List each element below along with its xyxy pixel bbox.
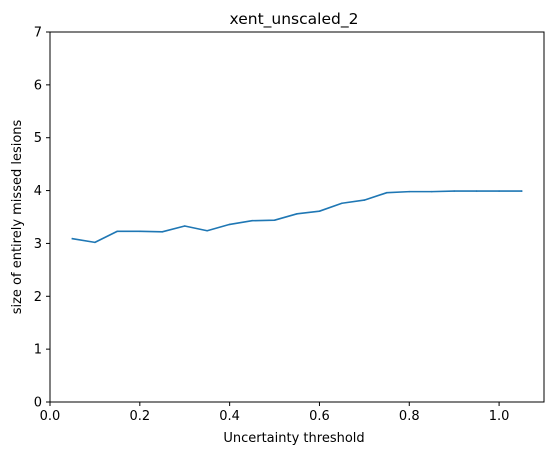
y-tick-label: 3 — [34, 237, 42, 252]
x-tick-label: 0.6 — [309, 409, 330, 424]
data-point — [296, 213, 298, 215]
x-tick-label: 0.8 — [399, 409, 420, 424]
data-point — [161, 231, 164, 233]
y-tick-label: 2 — [34, 290, 42, 305]
data-point — [341, 202, 343, 205]
y-tick-label: 5 — [34, 131, 42, 146]
data-point — [453, 190, 455, 192]
data-point — [318, 210, 321, 212]
data-point — [498, 190, 500, 192]
data-point — [206, 229, 208, 232]
data-point — [475, 190, 478, 192]
plot-frame — [49, 31, 545, 403]
data-point — [139, 230, 141, 233]
data-point — [430, 190, 433, 193]
data-point — [116, 230, 119, 233]
data-point — [94, 241, 96, 244]
y-tick-label: 4 — [34, 184, 42, 199]
y-axis: 0 1 2 3 4 5 6 7 — [34, 26, 50, 411]
plot-area — [49, 31, 545, 403]
y-tick-label: 1 — [34, 343, 42, 358]
y-axis-label: size of entirely missed lesions — [10, 119, 25, 314]
y-tick-label: 6 — [34, 78, 42, 93]
data-point — [363, 199, 366, 201]
x-tick-label: 0.0 — [40, 409, 61, 424]
y-tick-label: 7 — [34, 26, 42, 41]
y-tick-label: 0 — [34, 396, 42, 411]
data-point — [228, 223, 231, 226]
data-point — [273, 219, 276, 221]
x-axis-label: Uncertainty threshold — [223, 431, 364, 446]
data-point — [386, 191, 388, 194]
x-tick-label: 1.0 — [489, 409, 510, 424]
data-point — [408, 190, 411, 193]
data-point — [251, 219, 253, 222]
x-axis: 0.0 0.2 0.4 0.6 0.8 1.0 — [40, 402, 510, 424]
series-line-0 — [71, 190, 523, 244]
data-point — [183, 225, 186, 227]
chart-title: xent_unscaled_2 — [230, 10, 359, 29]
x-tick-label: 0.2 — [129, 409, 150, 424]
data-point — [71, 237, 74, 240]
x-tick-label: 0.4 — [219, 409, 240, 424]
data-point — [520, 190, 523, 192]
